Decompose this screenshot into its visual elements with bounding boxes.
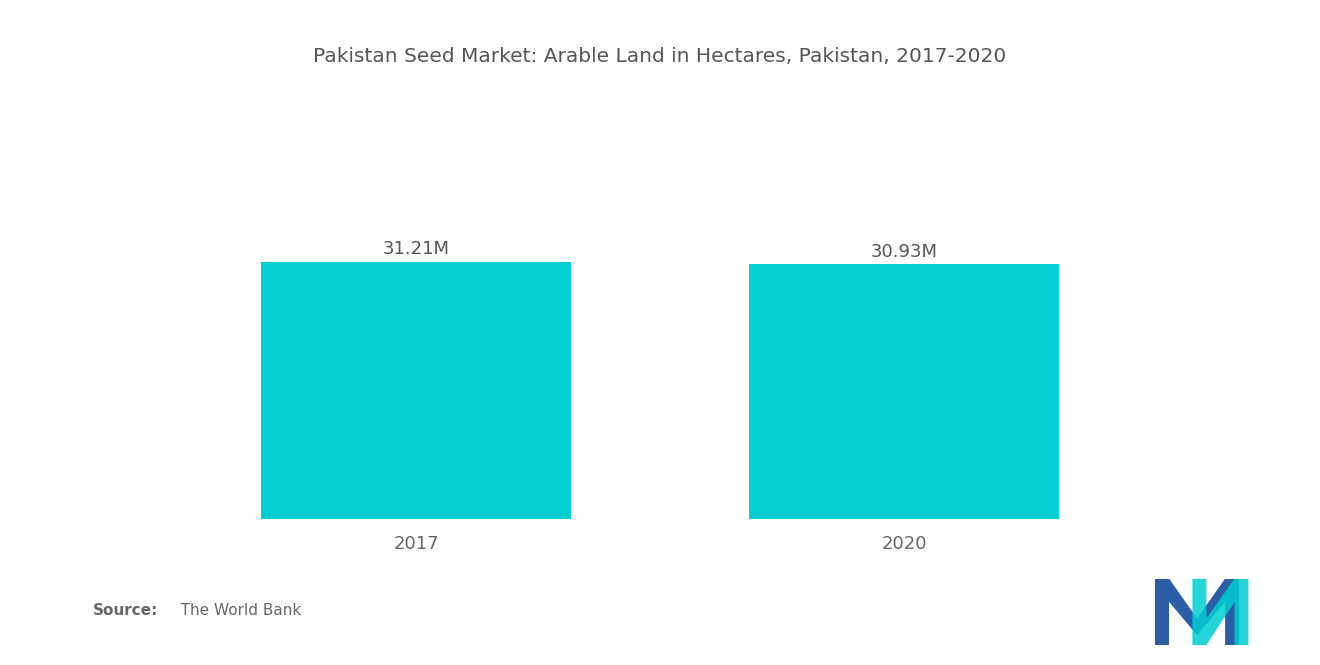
Text: 31.21M: 31.21M [383, 241, 450, 259]
Text: 30.93M: 30.93M [870, 243, 937, 261]
Bar [748, 264, 1059, 519]
Text: Source:: Source: [92, 603, 158, 618]
Text: Pakistan Seed Market: Arable Land in Hectares, Pakistan, 2017-2020: Pakistan Seed Market: Arable Land in Hec… [313, 47, 1007, 66]
Bar [261, 262, 572, 519]
Text: The World Bank: The World Bank [166, 603, 301, 618]
Text: Source:   The World Bank: Source: The World Bank [92, 603, 285, 618]
